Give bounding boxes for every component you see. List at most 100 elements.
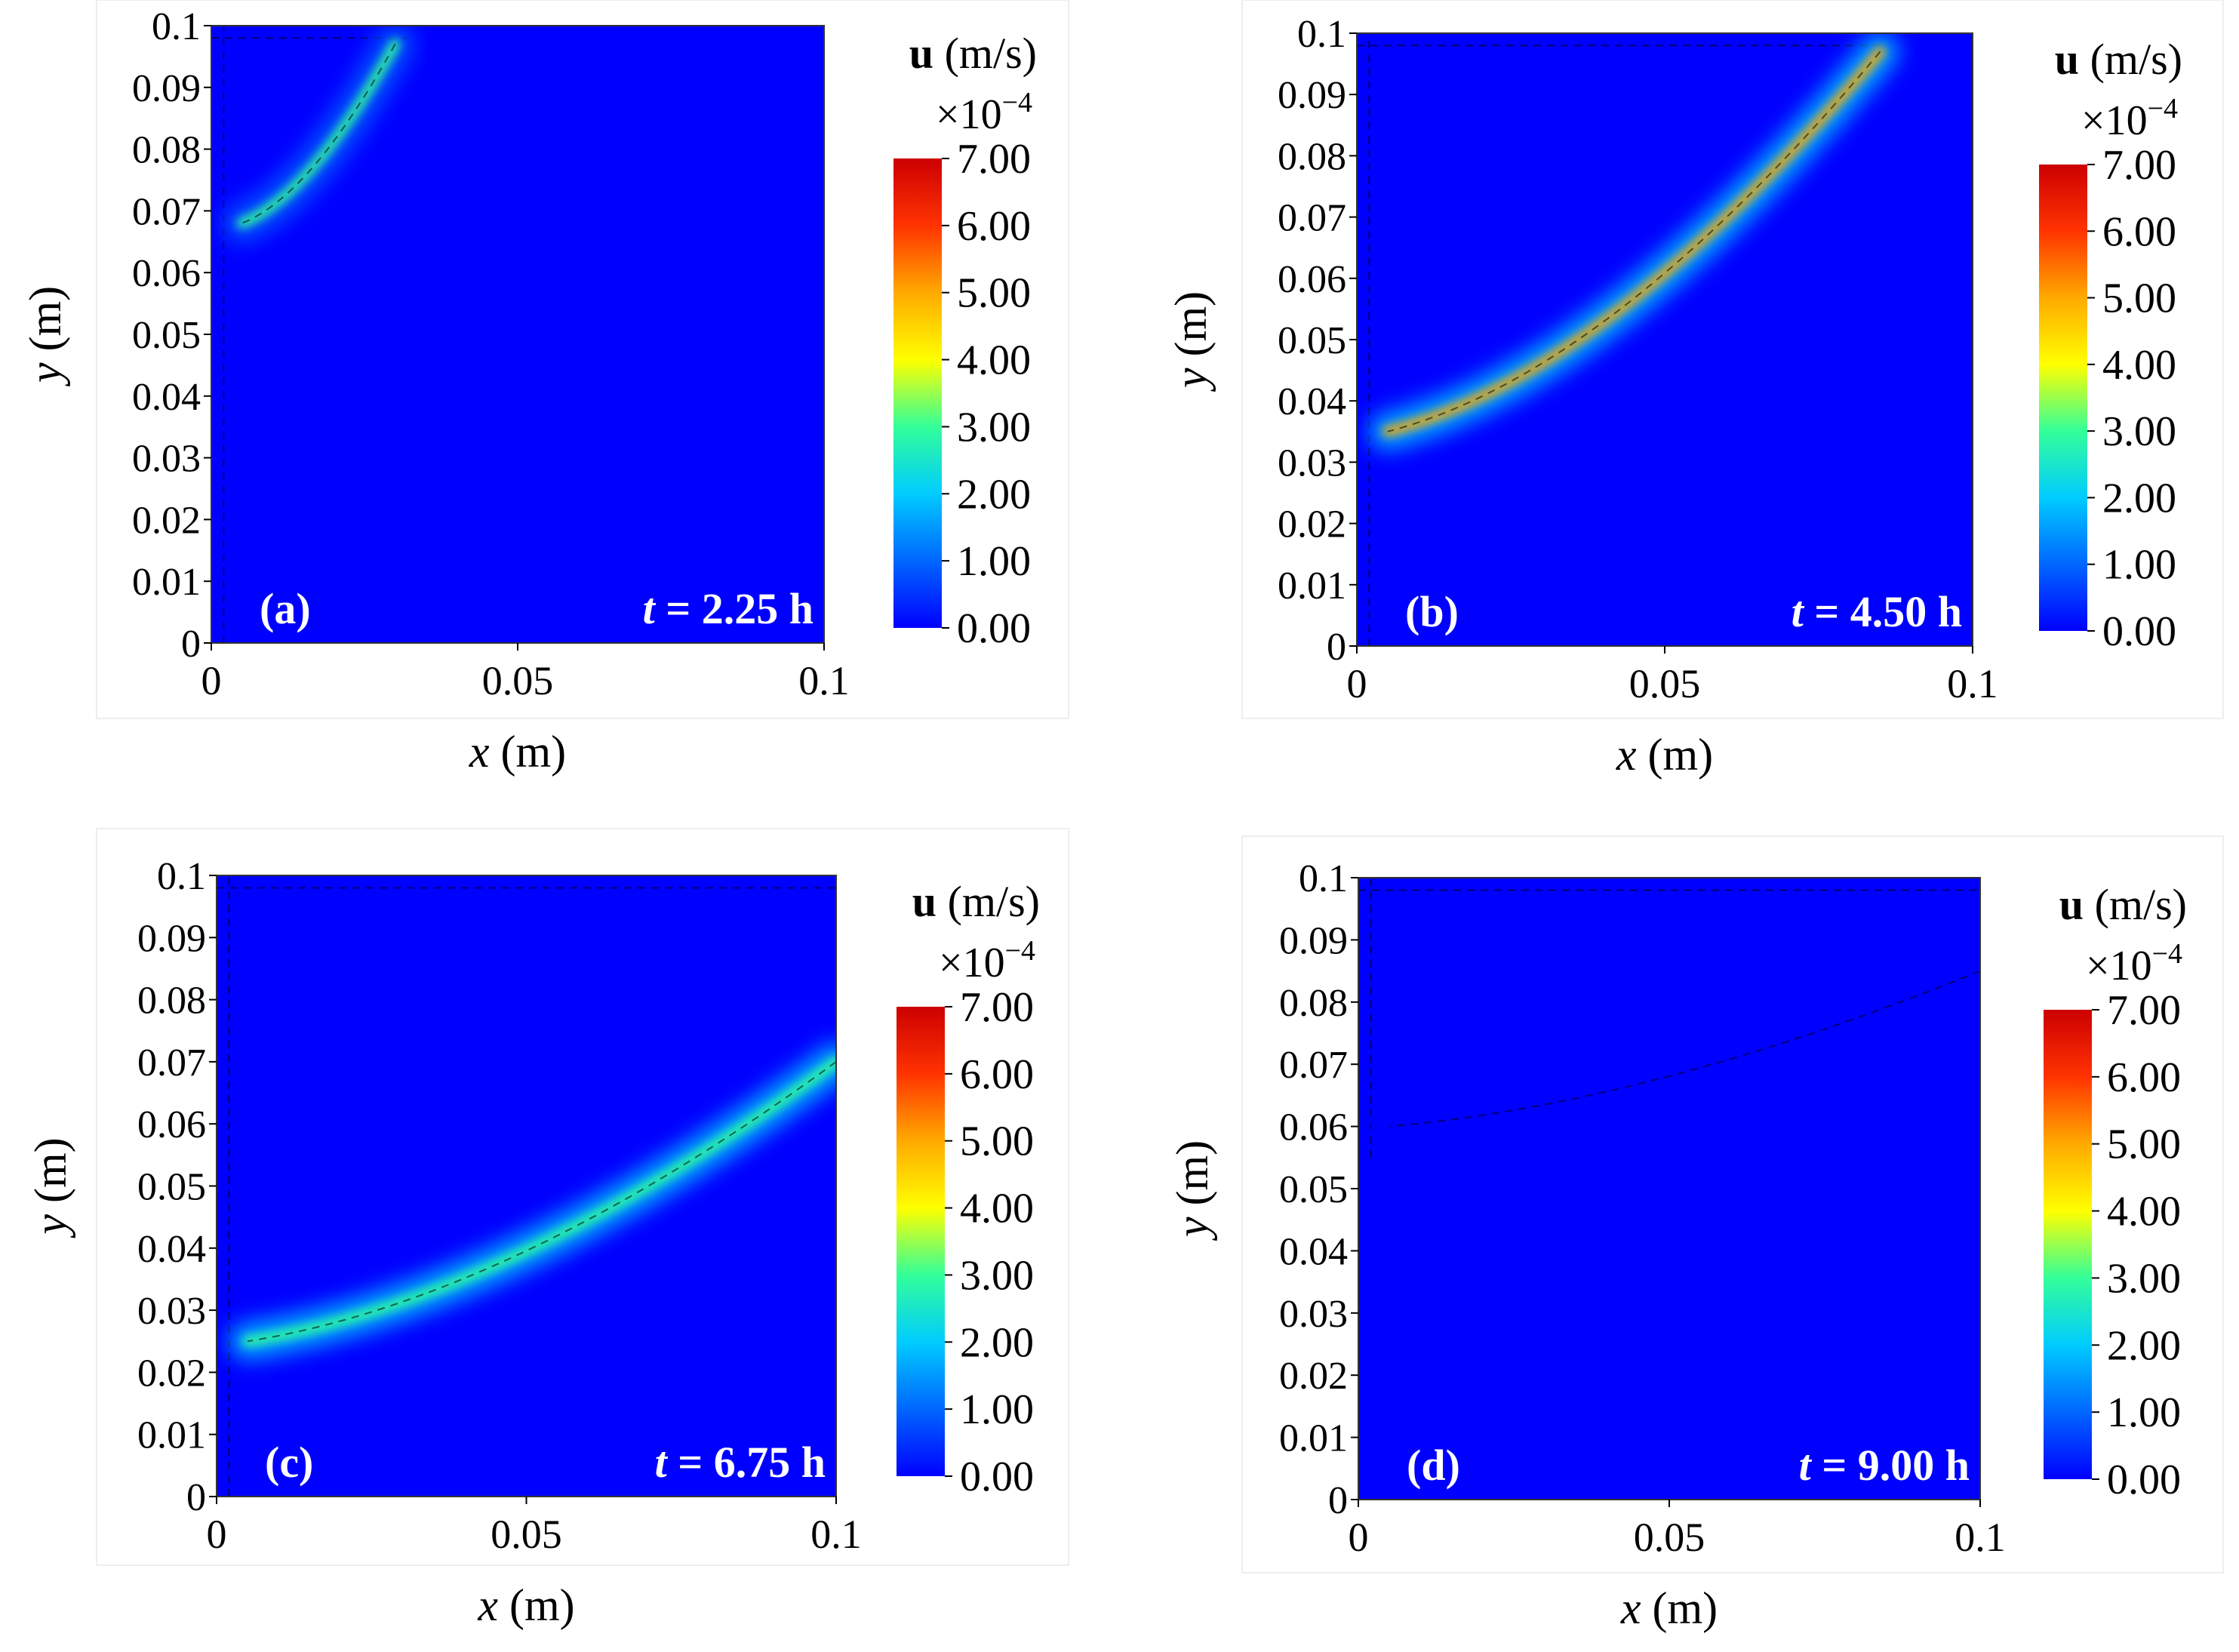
x-tick-label: 0: [1347, 661, 1367, 706]
y-axis-label: y (m): [26, 1137, 75, 1238]
x-axis-label: x (m): [469, 727, 566, 777]
colorbar-title: u (m/s): [912, 877, 1040, 926]
panel-a: 0 0.01 0.02 0.03 0.04 0.05 0.06 0.07 0.08 0.09 0.1…: [20, 0, 1069, 777]
x-tick-label: 0: [201, 658, 222, 703]
colorbar-tick-label: 1.00: [2102, 542, 2176, 589]
y-tick-label: 0.1: [1297, 13, 1346, 56]
colorbar-tick-label: 5.00: [2107, 1121, 2181, 1168]
colorbar-tick-label: 6.00: [2102, 208, 2176, 255]
colorbar-tick-label: 5.00: [2102, 275, 2176, 322]
colorbar-tick-label: 3.00: [2107, 1255, 2181, 1302]
y-tick-label: 0.02: [132, 499, 201, 542]
colorbar-tick-label: 2.00: [2102, 475, 2176, 521]
y-tick-label: 0.02: [137, 1352, 206, 1395]
y-tick-label: 0.06: [1278, 258, 1346, 301]
colorbar: [893, 158, 942, 628]
y-tick-label: 0.06: [132, 252, 201, 295]
colorbar-tick-label: 0.00: [960, 1454, 1034, 1500]
colorbar-tick-label: 2.00: [2107, 1322, 2181, 1369]
panel-frame: [96, 0, 1069, 719]
y-tick-label: 0.01: [137, 1414, 206, 1457]
x-tick-label: 0.1: [1955, 1515, 2006, 1560]
y-tick-label: 0.08: [1278, 135, 1346, 178]
colorbar-tick-label: 6.00: [2107, 1054, 2181, 1101]
colorbar-tick-label: 7.00: [957, 136, 1031, 183]
x-tick-label: 0.1: [798, 658, 850, 703]
y-tick-label: 0.09: [132, 67, 201, 110]
colorbar-tick-label: 7.00: [960, 984, 1034, 1031]
y-tick-label: 0: [181, 623, 201, 666]
colorbar-tick-label: 6.00: [957, 203, 1031, 250]
y-tick-label: 0.05: [137, 1166, 206, 1209]
y-tick-label: 0.01: [1279, 1417, 1348, 1460]
panel-frame: [96, 828, 1069, 1566]
x-tick-label: 0.05: [482, 658, 554, 703]
panel-frame: [1241, 0, 2224, 719]
colorbar-tick-label: 5.00: [957, 270, 1031, 317]
x-tick-label: 0.05: [1629, 661, 1701, 706]
colorbar: [2044, 1010, 2092, 1479]
colorbar-tick-label: 7.00: [2107, 987, 2181, 1034]
colorbar-tick-label: 1.00: [957, 538, 1031, 585]
colorbar-title: u (m/s): [2055, 35, 2182, 84]
colorbar: [897, 1007, 945, 1476]
y-tick-label: 0.03: [1278, 441, 1346, 485]
colorbar-tick-label: 4.00: [957, 337, 1031, 384]
y-tick-label: 0.09: [1278, 74, 1346, 117]
colorbar-tick-label: 0.00: [2107, 1457, 2181, 1503]
y-tick-label: 0.04: [1278, 380, 1346, 423]
colorbar-tick-label: 3.00: [957, 404, 1031, 451]
panel-b: 0 0.01 0.02 0.03 0.04 0.05 0.06 0.07 0.08 0.09 0.1…: [1166, 0, 2224, 780]
y-tick-label: 0.01: [132, 561, 201, 604]
colorbar-tick-label: 2.00: [960, 1319, 1034, 1366]
x-axis-label: x (m): [477, 1580, 574, 1630]
y-tick-label: 0.02: [1279, 1355, 1348, 1398]
flow-plume-arrows: [241, 44, 396, 224]
panel-frame: [1241, 835, 2224, 1574]
time-label: t = 4.50 h: [1792, 587, 1962, 636]
x-tick-label: 0.1: [810, 1512, 862, 1557]
y-tick-label: 0.05: [1279, 1168, 1348, 1211]
time-label: t = 6.75 h: [655, 1438, 826, 1487]
colorbar-tick-label: 7.00: [2102, 142, 2176, 189]
y-tick-label: 0.09: [137, 917, 206, 960]
y-tick-label: 0.08: [1279, 982, 1348, 1025]
y-tick-label: 0.06: [137, 1103, 206, 1146]
colorbar-tick-label: 1.00: [960, 1386, 1034, 1433]
colorbar-tick-label: 4.00: [2102, 342, 2176, 389]
colorbar-tick-label: 3.00: [960, 1252, 1034, 1299]
y-tick-label: 0: [1327, 626, 1346, 669]
y-tick-label: 0.07: [1278, 197, 1346, 240]
panel-label: (a): [260, 584, 311, 633]
colorbar-tick-label: 5.00: [960, 1118, 1034, 1165]
y-axis-label: y (m): [1166, 291, 1216, 392]
y-tick-label: 0.1: [157, 855, 206, 898]
x-tick-label: 0.05: [491, 1512, 562, 1557]
time-label: t = 9.00 h: [1799, 1441, 1970, 1490]
panel-label: (d): [1407, 1441, 1460, 1490]
panel-d: 0 0.01 0.02 0.03 0.04 0.05 0.06 0.07 0.08 0.09 0.1…: [1167, 835, 2224, 1633]
colorbar-multiplier: ×10−4: [936, 87, 1032, 138]
plot-area: [217, 875, 836, 1497]
plot-area: [1357, 33, 1973, 646]
y-tick-label: 0.03: [1279, 1293, 1348, 1336]
x-tick-label: 0: [207, 1512, 227, 1557]
y-tick-label: 0.03: [137, 1290, 206, 1333]
colorbar-multiplier: ×10−4: [2081, 93, 2178, 144]
colorbar-multiplier: ×10−4: [939, 935, 1035, 986]
colorbar-title: u (m/s): [2059, 880, 2187, 929]
x-axis-label: x (m): [1620, 1583, 1718, 1633]
colorbar-tick-label: 4.00: [960, 1186, 1034, 1232]
y-tick-label: 0.1: [1299, 857, 1348, 900]
x-axis-label: x (m): [1616, 730, 1713, 780]
y-tick-label: 0.07: [1279, 1044, 1348, 1087]
y-tick-label: 0.02: [1278, 503, 1346, 546]
y-tick-label: 0.07: [132, 190, 201, 233]
x-tick-label: 0: [1349, 1515, 1369, 1560]
panel-label: (b): [1405, 587, 1459, 636]
y-tick-label: 0: [186, 1476, 206, 1519]
panel-label: (c): [265, 1438, 313, 1487]
y-axis-label: y (m): [20, 286, 70, 387]
velocity-field: [211, 26, 426, 643]
